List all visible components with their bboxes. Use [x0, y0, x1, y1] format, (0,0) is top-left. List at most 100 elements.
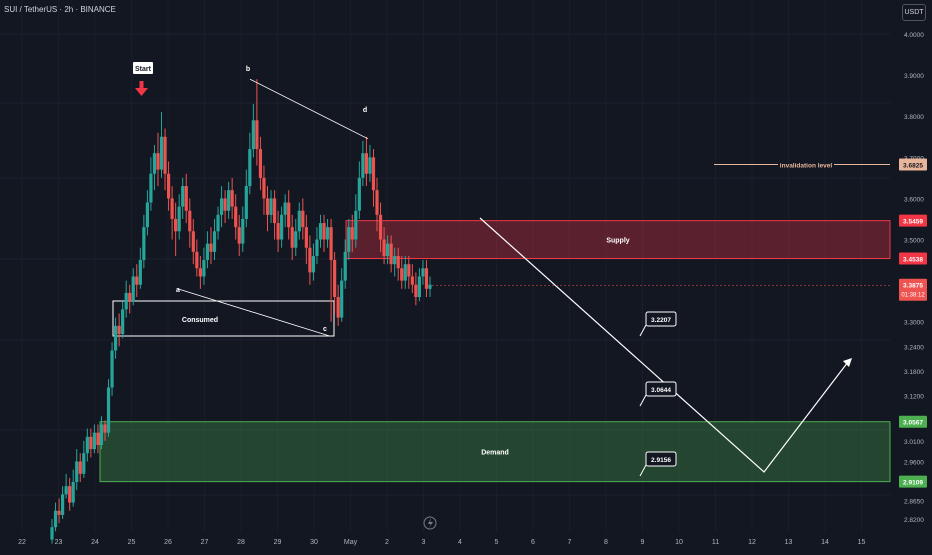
candle-body: [343, 251, 347, 281]
candle-body: [227, 190, 231, 211]
callout-pointer: [639, 394, 647, 407]
candle-body: [269, 198, 273, 215]
candle-body: [191, 231, 195, 252]
candle-body: [400, 268, 404, 281]
y-tick-label: 3.3000: [904, 320, 924, 327]
candle-body: [315, 239, 319, 256]
candle-body: [57, 510, 61, 515]
candle-body: [149, 173, 153, 203]
candle-body: [318, 223, 323, 240]
candle-body: [89, 436, 93, 450]
y-tick-label: 3.5000: [904, 238, 924, 245]
candle-body: [174, 218, 178, 232]
candle-body: [393, 255, 397, 265]
price-label: 3.0567: [903, 420, 923, 427]
candle-body: [170, 198, 174, 219]
x-tick-label: 6: [531, 539, 535, 546]
y-tick-label: 3.0100: [904, 439, 924, 446]
candle-body: [181, 186, 185, 207]
y-tick-label: 3.8000: [904, 114, 924, 121]
callout-box: [645, 451, 677, 467]
x-tick-label: 25: [128, 539, 136, 546]
candle-body: [272, 198, 277, 224]
candle-body: [145, 202, 149, 228]
candle-body: [421, 268, 425, 277]
x-tick-label: 4: [458, 539, 462, 546]
x-tick-label: 11: [712, 539, 719, 546]
price-label-box: [899, 214, 927, 227]
x-tick-label: 23: [55, 539, 63, 546]
candle-body: [71, 482, 75, 503]
x-tick-label: 10: [675, 539, 683, 546]
candle-body: [110, 350, 114, 388]
x-tick-label: 14: [821, 539, 829, 546]
candle-body: [333, 260, 337, 298]
price-label-box: [899, 252, 927, 265]
candle-body: [241, 218, 245, 244]
candle-body: [287, 202, 291, 228]
callout-value: 2.9156: [651, 457, 671, 464]
candle-body: [294, 231, 298, 248]
y-tick-label: 3.1200: [904, 394, 924, 401]
symbol-title: SUI / TetherUS · 2h · BINANCE: [4, 5, 116, 14]
callout-pointer: [639, 324, 647, 337]
y-tick-label: 2.9600: [904, 459, 924, 466]
consumed-box: [112, 300, 335, 337]
y-tick-label: 3.9000: [904, 73, 924, 80]
lightning-icon: [423, 516, 437, 530]
candle-body: [336, 297, 340, 318]
candle-body: [103, 424, 107, 433]
candle-body: [205, 243, 210, 261]
candle-body: [244, 186, 248, 219]
x-tick-label: 9: [641, 539, 645, 546]
price-label-box: [899, 475, 927, 488]
candle-body: [82, 453, 86, 474]
candle-body: [371, 157, 376, 191]
candle-body: [117, 325, 121, 335]
y-tick-label: 4.0000: [904, 32, 924, 39]
point-d: d: [363, 107, 367, 114]
candle-body: [75, 461, 79, 483]
currency-button[interactable]: USDT: [902, 4, 926, 21]
x-tick-label: 24: [91, 539, 99, 546]
candle-body: [428, 284, 432, 289]
lightning-icon: [428, 518, 433, 528]
candle-body: [223, 198, 227, 211]
candle-body: [403, 264, 407, 281]
candle-body: [198, 268, 202, 277]
candle-body: [386, 243, 390, 256]
candle-body: [60, 494, 65, 515]
candle-body: [113, 325, 118, 351]
candle-body: [131, 276, 135, 302]
trendline-ac: [177, 288, 331, 337]
y-tick-label: 2.8650: [904, 499, 924, 506]
candle-body: [202, 260, 206, 277]
last-price: 3.3875: [903, 283, 923, 290]
candle-body: [311, 255, 316, 273]
candle-body: [280, 214, 284, 240]
candle-body: [262, 177, 266, 199]
candle-body: [389, 243, 393, 265]
candle-body: [152, 153, 157, 174]
candle-body: [230, 190, 234, 207]
candle-body: [135, 276, 139, 285]
candle-body: [364, 153, 369, 174]
candle-body: [219, 198, 224, 215]
last-price-box: [899, 278, 927, 301]
candle-body: [378, 214, 383, 240]
y-tick-label: 3.6000: [904, 196, 924, 203]
candle-body: [283, 202, 287, 215]
candle-body: [290, 227, 294, 248]
x-tick-label: 28: [237, 539, 245, 546]
candle-body: [340, 280, 344, 318]
candle-body: [361, 153, 365, 178]
candle-body: [234, 206, 238, 228]
x-tick-label: 26: [164, 539, 172, 546]
price-label-box: [899, 158, 927, 171]
invalidation-label: invalidation level: [780, 162, 833, 169]
candle-body: [325, 227, 330, 240]
y-tick-label: 2.8200: [904, 517, 924, 524]
x-tick-label: 22: [18, 539, 26, 546]
